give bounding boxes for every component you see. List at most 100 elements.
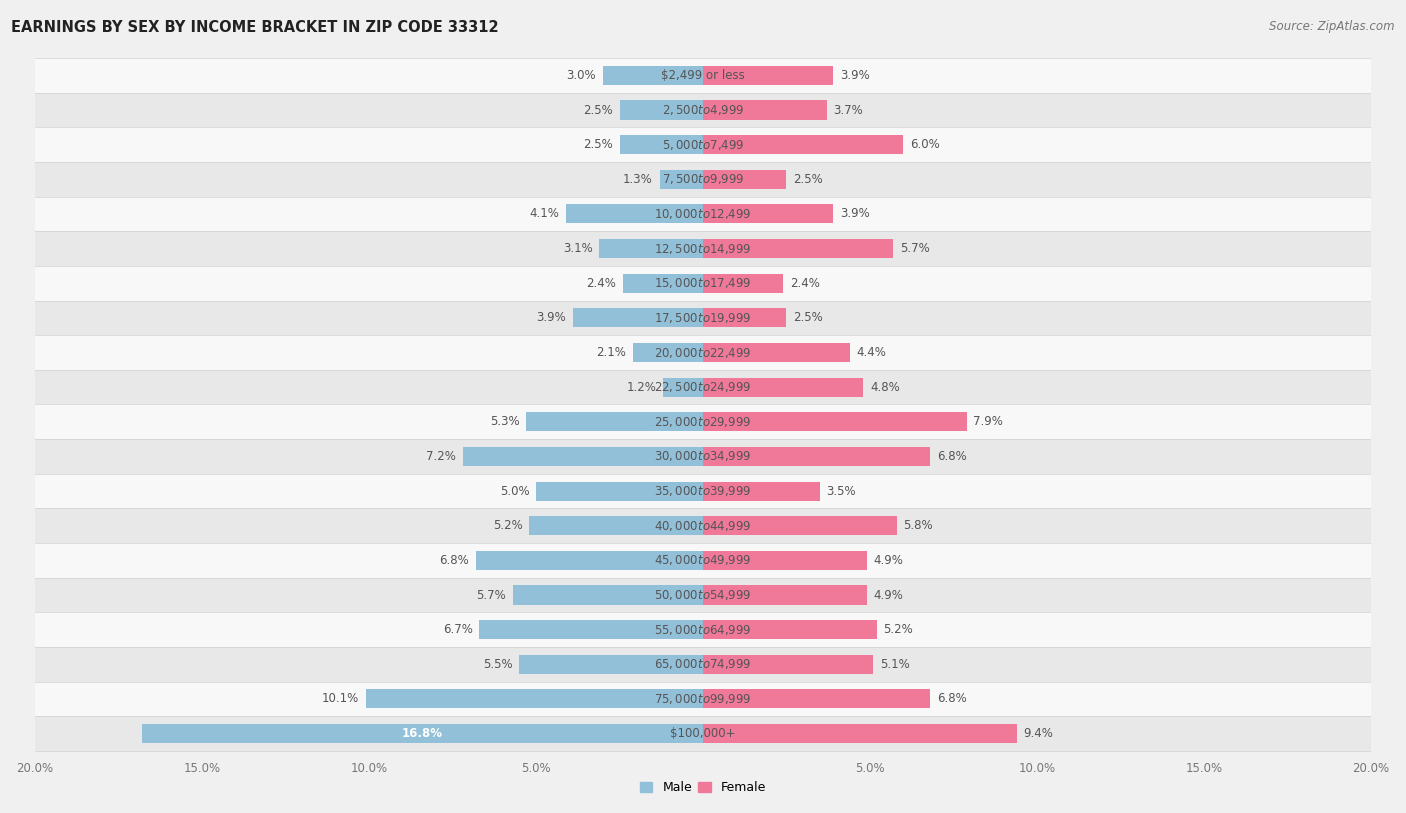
Bar bbox=[35, 612, 1371, 647]
Text: $25,000 to $29,999: $25,000 to $29,999 bbox=[654, 415, 752, 428]
Text: 9.4%: 9.4% bbox=[1024, 727, 1053, 740]
Bar bbox=[620, 135, 703, 154]
Text: 6.8%: 6.8% bbox=[936, 693, 966, 706]
Bar bbox=[603, 66, 703, 85]
Bar bbox=[703, 724, 1017, 743]
Text: 3.1%: 3.1% bbox=[562, 242, 593, 255]
Bar bbox=[35, 266, 1371, 301]
Text: 3.0%: 3.0% bbox=[567, 69, 596, 82]
Bar bbox=[35, 58, 1371, 93]
Text: 3.9%: 3.9% bbox=[839, 69, 870, 82]
Bar bbox=[572, 308, 703, 328]
Text: 7.9%: 7.9% bbox=[973, 415, 1004, 428]
Text: $100,000+: $100,000+ bbox=[671, 727, 735, 740]
Bar bbox=[703, 689, 931, 708]
Bar bbox=[703, 551, 866, 570]
Bar bbox=[35, 231, 1371, 266]
Text: 10.1%: 10.1% bbox=[322, 693, 359, 706]
Text: 3.7%: 3.7% bbox=[834, 103, 863, 116]
Text: 6.7%: 6.7% bbox=[443, 623, 472, 636]
Text: 4.8%: 4.8% bbox=[870, 380, 900, 393]
Text: 2.5%: 2.5% bbox=[583, 138, 613, 151]
Text: Source: ZipAtlas.com: Source: ZipAtlas.com bbox=[1270, 20, 1395, 33]
Bar bbox=[567, 204, 703, 224]
Text: 3.9%: 3.9% bbox=[536, 311, 567, 324]
Text: 3.5%: 3.5% bbox=[827, 485, 856, 498]
Bar bbox=[35, 404, 1371, 439]
Bar bbox=[703, 274, 783, 293]
Text: 2.5%: 2.5% bbox=[793, 311, 823, 324]
Text: 2.5%: 2.5% bbox=[793, 173, 823, 186]
Text: 7.2%: 7.2% bbox=[426, 450, 456, 463]
Text: 2.4%: 2.4% bbox=[790, 276, 820, 289]
Bar bbox=[529, 516, 703, 535]
Bar bbox=[620, 101, 703, 120]
Text: $50,000 to $54,999: $50,000 to $54,999 bbox=[654, 588, 752, 602]
Text: $15,000 to $17,499: $15,000 to $17,499 bbox=[654, 276, 752, 290]
Bar bbox=[703, 343, 849, 362]
Bar bbox=[479, 620, 703, 639]
Text: 5.7%: 5.7% bbox=[477, 589, 506, 602]
Text: 2.5%: 2.5% bbox=[583, 103, 613, 116]
Text: 5.1%: 5.1% bbox=[880, 658, 910, 671]
Text: EARNINGS BY SEX BY INCOME BRACKET IN ZIP CODE 33312: EARNINGS BY SEX BY INCOME BRACKET IN ZIP… bbox=[11, 20, 499, 35]
Text: 5.0%: 5.0% bbox=[499, 485, 529, 498]
Bar bbox=[703, 377, 863, 397]
Bar bbox=[35, 162, 1371, 197]
Bar bbox=[35, 439, 1371, 474]
Bar bbox=[623, 274, 703, 293]
Bar bbox=[35, 93, 1371, 128]
Bar bbox=[703, 585, 866, 605]
Text: 3.9%: 3.9% bbox=[839, 207, 870, 220]
Bar bbox=[703, 308, 786, 328]
Text: $45,000 to $49,999: $45,000 to $49,999 bbox=[654, 554, 752, 567]
Bar bbox=[35, 508, 1371, 543]
Bar bbox=[703, 481, 820, 501]
Bar bbox=[475, 551, 703, 570]
Text: $40,000 to $44,999: $40,000 to $44,999 bbox=[654, 519, 752, 533]
Text: $17,500 to $19,999: $17,500 to $19,999 bbox=[654, 311, 752, 325]
Bar bbox=[35, 128, 1371, 162]
Bar bbox=[703, 135, 903, 154]
Text: $2,500 to $4,999: $2,500 to $4,999 bbox=[662, 103, 744, 117]
Bar bbox=[703, 654, 873, 674]
Text: $65,000 to $74,999: $65,000 to $74,999 bbox=[654, 657, 752, 672]
Bar bbox=[536, 481, 703, 501]
Bar bbox=[659, 170, 703, 189]
Text: 5.7%: 5.7% bbox=[900, 242, 929, 255]
Text: $7,500 to $9,999: $7,500 to $9,999 bbox=[662, 172, 744, 186]
Text: $2,499 or less: $2,499 or less bbox=[661, 69, 745, 82]
Text: 4.9%: 4.9% bbox=[873, 589, 903, 602]
Text: 5.2%: 5.2% bbox=[883, 623, 912, 636]
Bar bbox=[35, 578, 1371, 612]
Text: $12,500 to $14,999: $12,500 to $14,999 bbox=[654, 241, 752, 255]
Text: 16.8%: 16.8% bbox=[402, 727, 443, 740]
Text: 5.5%: 5.5% bbox=[484, 658, 513, 671]
Text: 1.3%: 1.3% bbox=[623, 173, 652, 186]
Bar bbox=[35, 647, 1371, 681]
Text: $35,000 to $39,999: $35,000 to $39,999 bbox=[654, 484, 752, 498]
Bar bbox=[703, 204, 834, 224]
Text: 1.2%: 1.2% bbox=[627, 380, 657, 393]
Text: 6.8%: 6.8% bbox=[440, 554, 470, 567]
Bar bbox=[35, 474, 1371, 508]
Bar bbox=[519, 654, 703, 674]
Bar bbox=[513, 585, 703, 605]
Bar bbox=[35, 197, 1371, 231]
Text: 2.1%: 2.1% bbox=[596, 346, 626, 359]
Bar bbox=[35, 681, 1371, 716]
Text: $20,000 to $22,499: $20,000 to $22,499 bbox=[654, 346, 752, 359]
Bar bbox=[142, 724, 703, 743]
Bar bbox=[35, 335, 1371, 370]
Legend: Male, Female: Male, Female bbox=[636, 776, 770, 799]
Text: 6.0%: 6.0% bbox=[910, 138, 939, 151]
Text: 6.8%: 6.8% bbox=[936, 450, 966, 463]
Bar bbox=[633, 343, 703, 362]
Text: $75,000 to $99,999: $75,000 to $99,999 bbox=[654, 692, 752, 706]
Text: 4.4%: 4.4% bbox=[856, 346, 886, 359]
Text: 4.1%: 4.1% bbox=[530, 207, 560, 220]
Bar bbox=[703, 66, 834, 85]
Bar bbox=[35, 301, 1371, 335]
Bar bbox=[366, 689, 703, 708]
Bar bbox=[703, 516, 897, 535]
